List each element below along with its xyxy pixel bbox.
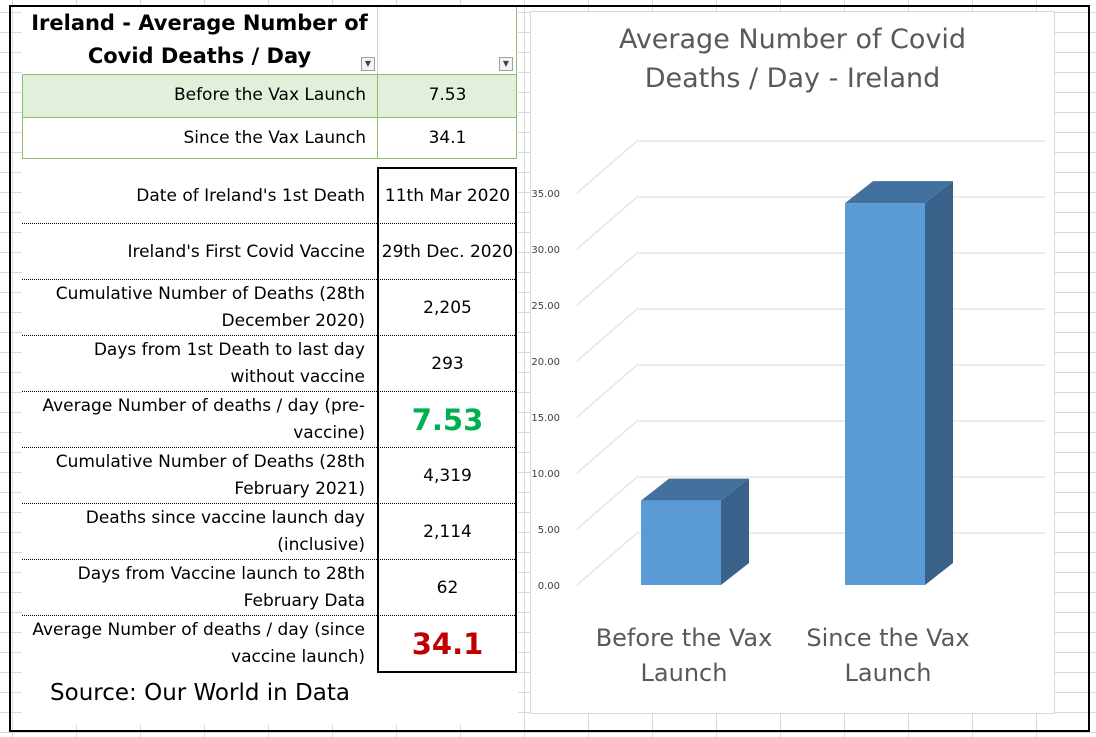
gridline-depth <box>576 252 638 306</box>
detail-label: Date of Ireland's 1st Death <box>136 185 365 206</box>
row-divider <box>22 615 517 616</box>
detail-row-cumulative-dec: Cumulative Number of Deaths (28th Decembe… <box>22 280 517 336</box>
chart-title: Average Number of Covid Deaths / Day - I… <box>530 20 1055 98</box>
detail-label: Days from Vaccine launch to 28th February… <box>77 564 365 611</box>
chart-title-line2: Deaths / Day - Ireland <box>644 63 941 94</box>
detail-label: Cumulative Number of Deaths (28th Decembe… <box>55 284 365 331</box>
detail-row-first-death: Date of Ireland's 1st Death 11th Mar 202… <box>22 168 517 224</box>
bar-top <box>845 181 953 204</box>
y-tick-label: 25.00 <box>531 301 560 312</box>
y-tick-label: 20.00 <box>531 357 560 368</box>
filter-dropdown-icon[interactable]: ▼ <box>361 57 375 71</box>
chart-panel[interactable] <box>530 11 1055 714</box>
x-tick-label: Launch <box>641 659 728 687</box>
detail-row-first-vaccine: Ireland's First Covid Vaccine 29th Dec. … <box>22 224 517 280</box>
avg-pre-vaccine-value: 7.53 <box>411 403 484 437</box>
detail-value: 62 <box>436 578 459 598</box>
row-divider <box>22 391 517 392</box>
summary-divider <box>22 117 517 118</box>
detail-value: 2,205 <box>423 298 472 318</box>
detail-value: 4,319 <box>423 466 472 486</box>
table-title-line2: Covid Deaths / Day <box>87 44 312 68</box>
gridline-depth <box>576 196 638 250</box>
summary-label-before: Before the Vax Launch <box>173 85 366 105</box>
gridline-depth <box>576 308 638 362</box>
gridline-depth <box>576 532 638 586</box>
y-tick-label: 10.00 <box>531 469 560 480</box>
table-title: Ireland - Average Number of Covid Deaths… <box>22 5 378 74</box>
source-note: Source: Our World in Data <box>50 680 350 706</box>
row-divider <box>22 335 517 336</box>
detail-row-deaths-since: Deaths since vaccine launch day (inclusiv… <box>22 504 517 560</box>
x-tick-label: Launch <box>845 659 932 687</box>
row-divider <box>22 223 517 224</box>
detail-label: Average Number of deaths / day (pre-vacc… <box>42 396 365 443</box>
y-tick-label: 5.00 <box>538 525 560 536</box>
bar-side <box>721 478 749 585</box>
y-tick-label: 0.00 <box>538 581 560 592</box>
detail-row-days-since: Days from Vaccine launch to 28th February… <box>22 560 517 616</box>
detail-row-avg-since: Average Number of deaths / day (since vac… <box>22 616 517 672</box>
detail-label: Deaths since vaccine launch day (inclusiv… <box>85 508 365 555</box>
filter-dropdown-icon[interactable]: ▼ <box>499 57 513 71</box>
y-tick-label: 35.00 <box>531 189 560 200</box>
table-background <box>22 5 518 725</box>
x-tick-label: Since the Vax <box>806 624 969 652</box>
gridline-depth <box>576 420 638 474</box>
y-tick-label: 30.00 <box>531 245 560 256</box>
summary-column-divider <box>377 74 378 159</box>
table-title-line1: Ireland - Average Number of <box>31 11 368 35</box>
detail-label: Average Number of deaths / day (since vac… <box>32 620 365 667</box>
y-tick-label: 15.00 <box>531 413 560 424</box>
summary-label-since: Since the Vax Launch <box>183 128 366 148</box>
gridline-depth <box>576 476 638 530</box>
summary-value-since: 34.1 <box>428 128 467 148</box>
x-tick-label: Before the Vax <box>596 624 773 652</box>
row-divider <box>22 279 517 280</box>
chart-title-line1: Average Number of Covid <box>618 24 967 55</box>
table-header-value-cell <box>378 5 517 74</box>
outer-frame <box>9 5 1090 732</box>
row-divider <box>22 559 517 560</box>
bar-side <box>925 181 953 585</box>
detail-value: 293 <box>431 354 464 374</box>
summary-row-before <box>22 74 517 117</box>
detail-row-avg-pre: Average Number of deaths / day (pre-vacc… <box>22 392 517 448</box>
gridline-depth <box>576 140 638 194</box>
avg-since-vaccine-value: 34.1 <box>411 627 484 661</box>
detail-value: 2,114 <box>423 522 472 542</box>
gridline-depth <box>576 364 638 418</box>
bar <box>845 203 925 585</box>
bar-top <box>641 478 749 501</box>
detail-value: 11th Mar 2020 <box>384 186 511 206</box>
row-divider <box>22 447 517 448</box>
detail-label: Days from 1st Death to last day without v… <box>93 340 365 387</box>
row-divider <box>22 503 517 504</box>
detail-row-cumulative-feb: Cumulative Number of Deaths (28th Februar… <box>22 448 517 504</box>
detail-row-days-pre: Days from 1st Death to last day without v… <box>22 336 517 392</box>
detail-label: Ireland's First Covid Vaccine <box>127 241 365 262</box>
detail-value: 29th Dec. 2020 <box>381 242 514 262</box>
detail-label: Cumulative Number of Deaths (28th Februar… <box>55 452 365 499</box>
summary-value-before: 7.53 <box>428 85 467 105</box>
bar <box>641 500 721 585</box>
